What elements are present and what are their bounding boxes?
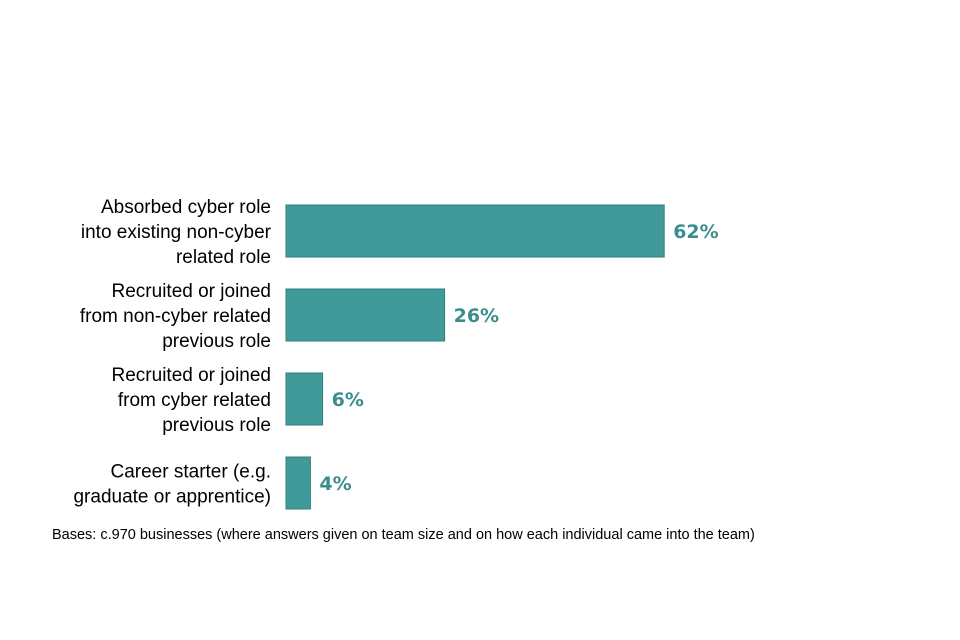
bar-2 xyxy=(285,288,446,342)
bar-3 xyxy=(285,372,324,426)
category-label-line: into existing non-cyber xyxy=(81,222,272,243)
value-label-1: 62% xyxy=(673,221,718,243)
category-label-line: Recruited or joined xyxy=(112,365,271,386)
category-label-line: graduate or apprentice) xyxy=(73,487,271,508)
value-label-3: 6% xyxy=(332,389,364,411)
category-label-line: Career starter (e.g. xyxy=(111,462,272,483)
category-label-line: Absorbed cyber role xyxy=(101,197,271,218)
category-label-1: Absorbed cyber role into existing non-cyb… xyxy=(81,197,272,268)
category-label-4: Career starter (e.g. graduate or apprenti… xyxy=(73,462,271,508)
category-label-line: previous role xyxy=(162,331,271,352)
category-label-line: from cyber related xyxy=(118,390,271,411)
category-label-line: from non-cyber related xyxy=(80,306,271,327)
category-label-line: Recruited or joined xyxy=(112,281,271,302)
category-label-3: Recruited or joined from cyber related pre… xyxy=(112,365,271,436)
bar-4 xyxy=(285,456,311,510)
category-label-line: previous role xyxy=(162,415,271,436)
bar-1 xyxy=(285,204,665,258)
category-label-2: Recruited or joined from non-cyber relate… xyxy=(80,281,271,352)
category-label-line: related role xyxy=(176,247,271,268)
value-label-4: 4% xyxy=(319,473,351,495)
value-label-2: 26% xyxy=(454,305,499,327)
chart-footnote: Bases: c.970 businesses (where answers g… xyxy=(52,527,755,543)
